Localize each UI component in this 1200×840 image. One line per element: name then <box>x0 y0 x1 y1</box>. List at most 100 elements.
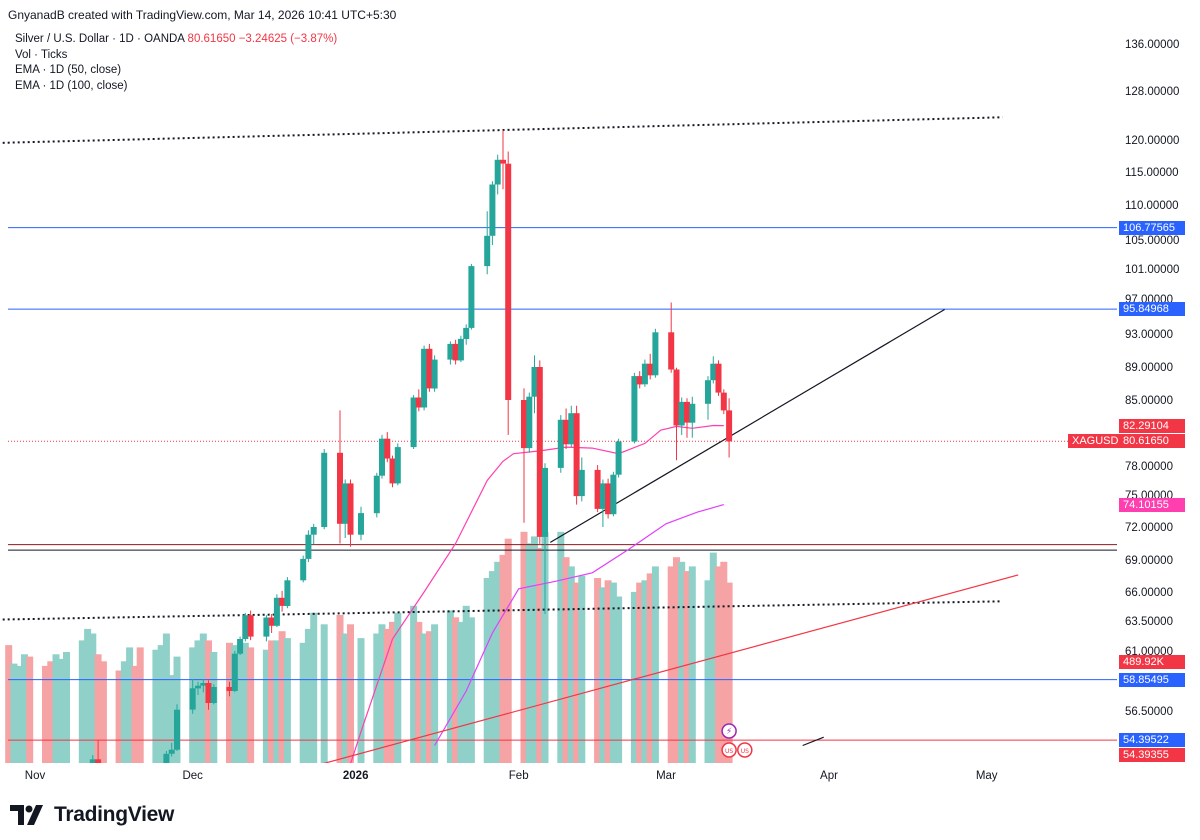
candle[interactable] <box>394 443 401 486</box>
candle[interactable] <box>452 339 459 365</box>
candle[interactable] <box>273 594 280 627</box>
us-event-icon[interactable]: US <box>737 742 753 758</box>
candle[interactable] <box>11 830 17 840</box>
candle[interactable] <box>647 353 654 380</box>
candle[interactable] <box>463 324 470 345</box>
candle[interactable] <box>720 389 727 415</box>
candle[interactable] <box>127 781 133 794</box>
legend-ema100[interactable]: EMA · 1D (100, close) <box>15 79 128 92</box>
candle[interactable] <box>610 471 617 517</box>
candle[interactable] <box>684 398 690 438</box>
candle[interactable] <box>689 396 696 438</box>
candle[interactable] <box>531 355 538 414</box>
candle[interactable] <box>641 359 648 387</box>
ema-50-line[interactable] <box>329 424 724 829</box>
candle[interactable] <box>95 740 102 790</box>
candle[interactable] <box>431 355 438 392</box>
candle[interactable] <box>494 154 501 195</box>
candle[interactable] <box>53 827 59 840</box>
us-event-icon[interactable]: US <box>721 742 737 758</box>
candle[interactable] <box>484 211 491 275</box>
dotted-trendline[interactable] <box>0 600 1003 621</box>
candle[interactable] <box>279 590 286 612</box>
candle[interactable] <box>195 681 201 695</box>
candle[interactable] <box>457 335 464 363</box>
candle[interactable] <box>231 651 238 693</box>
candle[interactable] <box>321 449 328 530</box>
candle[interactable] <box>573 405 580 505</box>
candle[interactable] <box>247 610 254 641</box>
candle[interactable] <box>447 341 454 365</box>
ema-100-line[interactable] <box>434 504 724 746</box>
candle[interactable] <box>568 405 575 448</box>
candle[interactable] <box>505 151 512 435</box>
candle[interactable] <box>557 415 564 473</box>
candle[interactable] <box>358 506 364 541</box>
candle[interactable] <box>89 755 96 794</box>
candle[interactable] <box>226 681 233 697</box>
candle[interactable] <box>615 438 622 478</box>
candle[interactable] <box>668 302 675 373</box>
candle[interactable] <box>678 397 685 435</box>
legend-ema50[interactable]: EMA · 1D (50, close) <box>15 64 122 76</box>
candle[interactable] <box>468 263 475 330</box>
candle[interactable] <box>205 680 212 710</box>
candle[interactable] <box>389 455 396 488</box>
candle[interactable] <box>237 636 244 655</box>
candle[interactable] <box>710 356 717 384</box>
candle[interactable] <box>421 345 428 411</box>
candle[interactable] <box>594 465 601 513</box>
candle[interactable] <box>174 704 180 751</box>
candle[interactable] <box>536 360 543 545</box>
candle[interactable] <box>673 367 680 461</box>
candle[interactable] <box>284 577 291 609</box>
candle[interactable] <box>705 376 711 420</box>
candle[interactable] <box>210 684 217 705</box>
candle[interactable] <box>426 343 433 392</box>
candle[interactable] <box>415 389 422 412</box>
candle[interactable] <box>563 408 570 450</box>
candle[interactable] <box>489 181 496 246</box>
candle[interactable] <box>578 457 585 502</box>
candle[interactable] <box>410 395 417 449</box>
candle[interactable] <box>168 742 175 757</box>
candle[interactable] <box>599 479 606 528</box>
candle[interactable] <box>652 328 659 378</box>
candle[interactable] <box>300 555 307 583</box>
legend-symbol-row[interactable]: Silver / U.S. Dollar · 1D · OANDA 80.616… <box>15 32 337 48</box>
candle[interactable] <box>347 479 354 547</box>
candle[interactable] <box>715 360 722 396</box>
candle[interactable] <box>268 614 275 633</box>
candle[interactable] <box>158 779 164 790</box>
candle[interactable] <box>631 372 638 444</box>
candle[interactable] <box>121 784 127 802</box>
trendline[interactable] <box>314 574 1019 766</box>
candle[interactable] <box>542 463 548 614</box>
tradingview-logo[interactable]: TradingView <box>10 803 174 827</box>
candle[interactable] <box>526 392 533 453</box>
legend-volume[interactable]: Vol · Ticks <box>15 48 68 61</box>
candle[interactable] <box>379 434 385 479</box>
trendline[interactable] <box>802 736 824 747</box>
candle[interactable] <box>189 679 196 714</box>
candle[interactable] <box>500 130 506 190</box>
dotted-trendline[interactable] <box>0 116 1003 144</box>
candle[interactable] <box>726 398 733 458</box>
candle[interactable] <box>263 615 270 642</box>
flash-event-icon[interactable]: ⚡ <box>721 723 737 739</box>
candle[interactable] <box>521 388 527 523</box>
candle[interactable] <box>153 783 159 804</box>
symbol-title[interactable]: Silver / U.S. Dollar · 1D · OANDA <box>15 33 185 45</box>
candle[interactable] <box>200 679 207 693</box>
candle[interactable] <box>605 478 612 519</box>
candle[interactable] <box>305 530 312 563</box>
candle[interactable] <box>373 472 380 518</box>
candle[interactable] <box>242 612 249 642</box>
candle[interactable] <box>636 371 643 389</box>
candle[interactable] <box>163 751 170 784</box>
candle[interactable] <box>384 432 391 463</box>
candle[interactable] <box>85 787 91 801</box>
plot-area[interactable] <box>0 116 1117 840</box>
candle[interactable] <box>342 479 349 539</box>
